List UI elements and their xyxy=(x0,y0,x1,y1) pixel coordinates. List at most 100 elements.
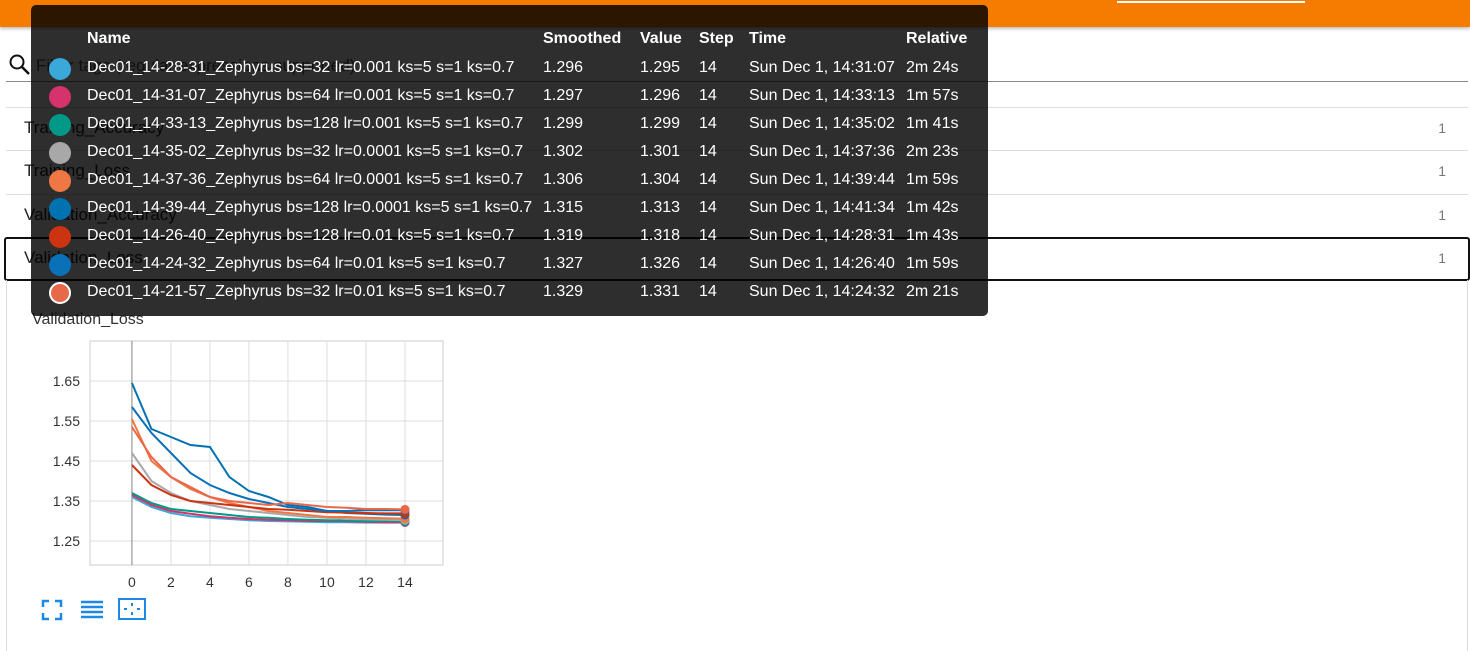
color-swatch xyxy=(49,86,71,108)
fit-icon[interactable] xyxy=(117,597,149,623)
cell-step: 14 xyxy=(699,171,717,188)
cell-relative: 2m 24s xyxy=(906,59,959,76)
cell-name: Dec01_14-35-02_Zephyrus bs=32 lr=0.0001 … xyxy=(87,143,524,160)
cell-smoothed: 1.296 xyxy=(543,59,584,76)
cell-smoothed: 1.306 xyxy=(543,171,584,188)
color-swatch xyxy=(49,198,71,220)
series-line xyxy=(131,406,405,512)
cell-name: Dec01_14-24-32_Zephyrus bs=64 lr=0.01 ks… xyxy=(87,255,506,272)
list-icon[interactable] xyxy=(79,598,109,622)
y-tick-label: 1.65 xyxy=(53,373,80,389)
cell-name: Dec01_14-26-40_Zephyrus bs=128 lr=0.01 k… xyxy=(87,227,515,244)
x-tick-label: 14 xyxy=(397,574,413,590)
cell-value: 1.301 xyxy=(640,143,681,160)
tooltip-row: Dec01_14-33-13_Zephyrus bs=128 lr=0.001 … xyxy=(31,112,988,140)
cell-relative: 1m 59s xyxy=(906,255,959,272)
x-tick-label: 10 xyxy=(319,574,335,590)
y-tick-label: 1.25 xyxy=(53,533,80,549)
cell-name: Dec01_14-21-57_Zephyrus bs=32 lr=0.01 ks… xyxy=(87,283,506,300)
tooltip-row: Dec01_14-35-02_Zephyrus bs=32 lr=0.0001 … xyxy=(31,140,988,168)
tooltip-row: Dec01_14-26-40_Zephyrus bs=128 lr=0.01 k… xyxy=(31,224,988,252)
cell-value: 1.296 xyxy=(640,87,681,104)
cell-name: Dec01_14-31-07_Zephyrus bs=64 lr=0.001 k… xyxy=(87,87,515,104)
series-end-dot xyxy=(400,504,410,514)
cell-step: 14 xyxy=(699,283,717,300)
color-swatch xyxy=(49,282,71,304)
tooltip-row: Dec01_14-21-57_Zephyrus bs=32 lr=0.01 ks… xyxy=(31,280,988,308)
tab-underline xyxy=(1117,1,1305,3)
cell-time: Sun Dec 1, 14:28:31 xyxy=(749,227,895,244)
series-line xyxy=(131,464,405,515)
cell-step: 14 xyxy=(699,87,717,104)
cell-relative: 1m 41s xyxy=(906,115,959,132)
cell-time: Sun Dec 1, 14:31:07 xyxy=(749,59,895,76)
cell-value: 1.326 xyxy=(640,255,681,272)
color-swatch xyxy=(49,142,71,164)
cell-name: Dec01_14-39-44_Zephyrus bs=128 lr=0.0001… xyxy=(87,199,533,216)
cell-smoothed: 1.302 xyxy=(543,143,584,160)
series-line xyxy=(131,426,405,511)
cell-value: 1.295 xyxy=(640,59,681,76)
x-tick-label: 8 xyxy=(284,574,292,590)
cell-relative: 2m 23s xyxy=(906,143,959,160)
cell-time: Sun Dec 1, 14:26:40 xyxy=(749,255,895,272)
cell-smoothed: 1.327 xyxy=(543,255,584,272)
cell-name: Dec01_14-28-31_Zephyrus bs=32 lr=0.001 k… xyxy=(87,59,515,76)
cell-time: Sun Dec 1, 14:39:44 xyxy=(749,171,895,188)
cell-value: 1.304 xyxy=(640,171,681,188)
tooltip-row: Dec01_14-31-07_Zephyrus bs=64 lr=0.001 k… xyxy=(31,84,988,112)
column-header: Value xyxy=(640,30,682,47)
color-swatch xyxy=(49,114,71,136)
x-tick-label: 12 xyxy=(358,574,374,590)
cell-value: 1.318 xyxy=(640,227,681,244)
cell-step: 14 xyxy=(699,255,717,272)
cell-value: 1.331 xyxy=(640,283,681,300)
search-icon xyxy=(9,54,30,75)
column-header: Time xyxy=(749,30,787,47)
cell-time: Sun Dec 1, 14:37:36 xyxy=(749,143,895,160)
cell-relative: 2m 21s xyxy=(906,283,959,300)
cell-step: 14 xyxy=(699,227,717,244)
color-swatch xyxy=(49,170,71,192)
cell-step: 14 xyxy=(699,143,717,160)
tooltip-row: Dec01_14-39-44_Zephyrus bs=128 lr=0.0001… xyxy=(31,196,988,224)
y-tick-label: 1.35 xyxy=(53,493,80,509)
x-tick-label: 2 xyxy=(167,574,175,590)
tooltip: Name Smoothed Value Step Time Relative Dec01_1… xyxy=(31,5,988,316)
cell-relative: 1m 43s xyxy=(906,227,959,244)
cell-smoothed: 1.297 xyxy=(543,87,584,104)
cell-smoothed: 1.299 xyxy=(543,115,584,132)
color-swatch xyxy=(49,226,71,248)
cell-value: 1.299 xyxy=(640,115,681,132)
tooltip-row: Dec01_14-24-32_Zephyrus bs=64 lr=0.01 ks… xyxy=(31,252,988,280)
series-line xyxy=(131,492,405,523)
column-header: Relative xyxy=(906,30,968,47)
cell-value: 1.313 xyxy=(640,199,681,216)
cell-step: 14 xyxy=(699,199,717,216)
color-swatch xyxy=(49,254,71,276)
column-header: Name xyxy=(87,30,131,47)
section-count: 1 xyxy=(1438,250,1446,266)
cell-step: 14 xyxy=(699,115,717,132)
y-tick-label: 1.55 xyxy=(53,413,80,429)
cell-name: Dec01_14-33-13_Zephyrus bs=128 lr=0.001 … xyxy=(87,115,524,132)
cell-relative: 1m 57s xyxy=(906,87,959,104)
cell-time: Sun Dec 1, 14:35:02 xyxy=(749,115,895,132)
series-line xyxy=(131,452,405,522)
tooltip-row: Dec01_14-28-31_Zephyrus bs=32 lr=0.001 k… xyxy=(31,56,988,84)
tooltip-row: Dec01_14-37-36_Zephyrus bs=64 lr=0.0001 … xyxy=(31,168,988,196)
color-swatch xyxy=(49,58,71,80)
section-count: 1 xyxy=(1438,207,1446,223)
x-tick-label: 4 xyxy=(206,574,214,590)
cell-relative: 1m 42s xyxy=(906,199,959,216)
y-tick-label: 1.45 xyxy=(53,453,80,469)
fullscreen-icon[interactable] xyxy=(37,598,81,622)
x-tick-label: 0 xyxy=(128,574,136,590)
cell-step: 14 xyxy=(699,59,717,76)
section-count: 1 xyxy=(1438,163,1446,179)
column-header: Smoothed xyxy=(543,30,622,47)
cell-smoothed: 1.329 xyxy=(543,283,584,300)
cell-smoothed: 1.315 xyxy=(543,199,584,216)
x-tick-label: 6 xyxy=(245,574,253,590)
